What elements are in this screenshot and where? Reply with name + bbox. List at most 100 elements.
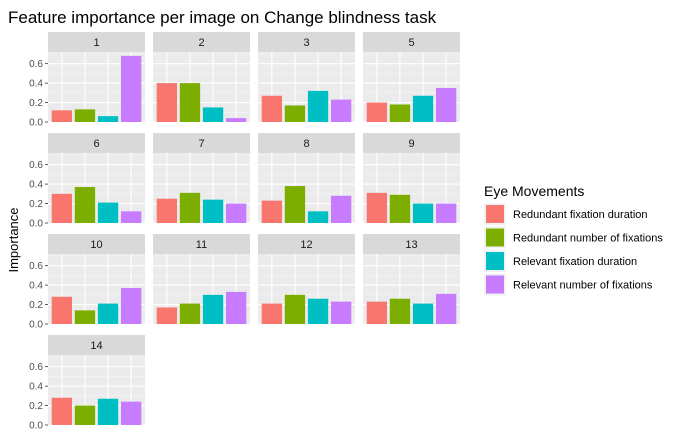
bar-14-3 — [97, 398, 119, 425]
facet-strip-label: 14 — [90, 340, 102, 352]
bar-13-4 — [435, 293, 457, 324]
bar-2-3 — [202, 107, 224, 122]
facet-panel-6: 6 0.0 0.2 0.4 0.6 — [29, 133, 145, 230]
facet-strip — [48, 234, 145, 254]
bar-7-3 — [202, 199, 224, 223]
facet-strip — [258, 32, 355, 52]
facet-strip — [153, 133, 250, 153]
chart-title: Feature importance per image on Change b… — [8, 8, 437, 27]
y-tick-label: 0.6 — [29, 59, 43, 70]
facet-panel-12: 12 — [258, 234, 355, 325]
bar-12-3 — [307, 298, 329, 324]
facet-panel-10: 10 0.0 0.2 0.4 0.6 — [29, 234, 145, 331]
facet-strip-label: 2 — [198, 37, 204, 49]
bar-6-4 — [120, 211, 142, 223]
bar-1-2 — [74, 109, 96, 122]
bar-6-3 — [97, 202, 119, 223]
bar-11-2 — [179, 303, 201, 324]
facet-strip — [48, 335, 145, 355]
y-tick-label: 0.0 — [29, 219, 43, 230]
facet-strip-label: 10 — [90, 239, 102, 251]
facet-strip — [363, 234, 460, 254]
facet-strip-label: 11 — [196, 239, 207, 251]
legend-title: Eye Movements — [484, 183, 584, 199]
bar-2-1 — [156, 83, 178, 122]
bar-5-3 — [412, 95, 434, 122]
facet-strip — [153, 32, 250, 52]
y-tick-label: 0.2 — [29, 199, 43, 210]
facet-strip-label: 3 — [303, 37, 309, 49]
y-tick-label: 0.6 — [29, 160, 43, 171]
bar-8-4 — [330, 195, 352, 223]
bar-7-4 — [225, 203, 247, 223]
y-tick-label: 0.0 — [29, 118, 43, 129]
facet-strip-label: 7 — [198, 138, 204, 150]
bar-8-2 — [284, 186, 306, 223]
facet-panel-11: 11 — [153, 234, 250, 325]
facet-panel-8: 8 — [258, 133, 355, 224]
facet-strip — [363, 32, 460, 52]
facet-strip-label: 13 — [405, 239, 417, 251]
bar-7-2 — [179, 192, 201, 223]
bar-1-3 — [97, 116, 119, 122]
y-tick-label: 0.2 — [29, 98, 43, 109]
bar-6-2 — [74, 187, 96, 223]
y-tick-label: 0.4 — [29, 79, 43, 90]
bar-2-2 — [179, 83, 201, 122]
facet-panel-3: 3 — [258, 32, 355, 123]
facet-panel-7: 7 — [153, 133, 250, 224]
bar-13-2 — [389, 298, 411, 324]
facet-strip — [48, 133, 145, 153]
facet-strip — [48, 32, 145, 52]
facet-strip — [258, 133, 355, 153]
bar-8-1 — [261, 200, 283, 223]
legend-swatch — [486, 205, 504, 223]
facet-strip-label: 8 — [303, 138, 309, 150]
bar-5-4 — [435, 87, 457, 122]
bar-11-1 — [156, 307, 178, 324]
bar-10-1 — [51, 296, 73, 324]
facet-strip — [363, 133, 460, 153]
legend-label: Redundant fixation duration — [513, 209, 648, 221]
bar-9-4 — [435, 203, 457, 223]
legend-label: Relevant number of fixations — [513, 280, 653, 292]
bar-9-2 — [389, 194, 411, 223]
legend-label: Redundant number of fixations — [513, 233, 663, 245]
bar-9-1 — [366, 192, 388, 223]
y-tick-label: 0.6 — [29, 261, 43, 272]
bar-2-4 — [225, 118, 247, 122]
facet-strip-label: 9 — [408, 138, 414, 150]
bar-10-2 — [74, 310, 96, 324]
y-tick-label: 0.6 — [29, 362, 43, 373]
y-tick-label: 0.2 — [29, 300, 43, 311]
bar-10-4 — [120, 288, 142, 324]
y-tick-label: 0.2 — [29, 401, 43, 412]
bar-3-4 — [330, 99, 352, 122]
facet-strip-label: 5 — [408, 37, 414, 49]
legend-swatch — [486, 252, 504, 270]
facet-strip — [258, 234, 355, 254]
bar-5-2 — [389, 104, 411, 122]
bar-11-3 — [202, 294, 224, 324]
bar-12-1 — [261, 303, 283, 324]
bar-3-3 — [307, 90, 329, 122]
y-tick-label: 0.0 — [29, 421, 43, 432]
facet-strip — [153, 234, 250, 254]
legend: Eye Movements Redundant fixation duratio… — [484, 183, 663, 296]
bar-9-3 — [412, 203, 434, 223]
facet-panels: 1 0.0 0.2 0.4 0.6 2 3 5 6 0.0 0.2 0.4 0.6 7 8 9 10 0.0 0.2… — [29, 32, 460, 432]
facet-strip-label: 12 — [300, 239, 312, 251]
facet-panel-9: 9 — [363, 133, 460, 224]
bar-14-1 — [51, 397, 73, 425]
bar-11-4 — [225, 291, 247, 324]
bar-3-1 — [261, 95, 283, 122]
bar-13-1 — [366, 301, 388, 324]
bar-12-4 — [330, 301, 352, 324]
y-tick-label: 0.4 — [29, 281, 43, 292]
bar-7-1 — [156, 198, 178, 223]
facet-panel-1: 1 0.0 0.2 0.4 0.6 — [29, 32, 145, 129]
bar-14-2 — [74, 405, 96, 425]
legend-swatch — [486, 228, 504, 247]
facet-strip-label: 1 — [93, 37, 99, 49]
bar-6-1 — [51, 193, 73, 223]
